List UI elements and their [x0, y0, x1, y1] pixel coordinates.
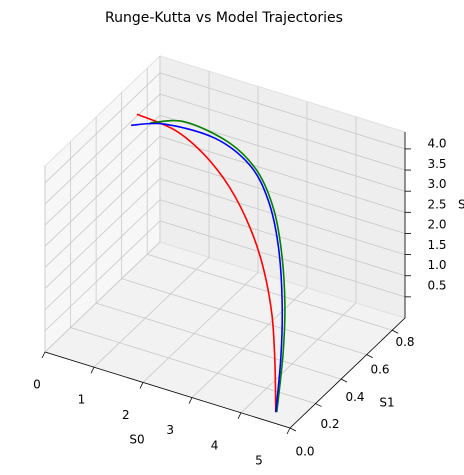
x-tick-mark [139, 382, 144, 389]
z-tick-label: 3.5 [427, 157, 446, 171]
trajectory-line [136, 113, 277, 413]
grid-line [44, 136, 161, 247]
x-tick-label: 4 [211, 438, 219, 452]
y-tick-label: 0.2 [320, 417, 339, 431]
y-tick-label: 0.4 [345, 390, 364, 404]
plot-area: 0 1 2 3 4 5 0.0 0.2 0.4 0.6 0.8 0.5 1.0 1.5 2.0 2.5 3.0 3… [33, 54, 447, 468]
z-tick-label: 1.0 [427, 258, 446, 272]
grid-line [44, 199, 161, 311]
grid-line [159, 72, 406, 150]
grid-line [44, 157, 161, 268]
y-axis-line [289, 317, 406, 429]
y-tick-label: 0.6 [370, 363, 389, 377]
y-tick-label: 0.8 [395, 335, 414, 349]
y-tick-mark [315, 403, 322, 407]
x-tick-mark [286, 427, 291, 435]
z-tick-label: 1.5 [427, 238, 446, 252]
z-tick-label: 2.5 [427, 197, 446, 211]
grid-line [95, 302, 342, 380]
y-tick-label: 0.0 [295, 445, 314, 459]
x-tick-mark [237, 412, 242, 419]
z-tick-label: 4.0 [427, 137, 446, 151]
y-tick-mark [392, 329, 399, 334]
x-axis-label: S0 [129, 433, 144, 447]
x-tick-label: 2 [122, 408, 130, 422]
z-tick-label: 3.0 [427, 177, 446, 191]
x-axis-line [44, 351, 291, 429]
grid-line [93, 256, 210, 368]
y-tick-mark [340, 378, 348, 383]
grid-line [159, 178, 406, 255]
grid-line [142, 272, 259, 383]
grid-line [121, 278, 367, 356]
grid-line [159, 93, 406, 171]
x-tick-label: 0 [33, 378, 41, 392]
grid-line [159, 135, 406, 213]
z-axis-label: S2 [458, 198, 464, 212]
y-tick-mark [366, 354, 373, 359]
x-tick-label: 1 [78, 393, 86, 407]
x-tick-label: 5 [255, 454, 263, 468]
grid-line [44, 72, 161, 184]
trajectory-line [149, 119, 286, 413]
x-tick-mark [41, 351, 46, 359]
chart-title: Runge-Kutta vs Model Trajectories [105, 10, 343, 26]
grid-line [44, 93, 161, 205]
grid-line [159, 199, 406, 277]
z-tick-label: 2.0 [427, 218, 446, 232]
grid-line [159, 157, 406, 234]
trajectory-line [131, 122, 284, 413]
x-tick-mark [188, 397, 193, 404]
y-axis-label: S1 [379, 396, 394, 410]
grid-line [240, 302, 357, 414]
grid-line [44, 178, 161, 289]
grid-line [44, 241, 161, 353]
x-tick-label: 3 [166, 423, 174, 437]
grid-line [44, 114, 161, 226]
grid-line [44, 220, 161, 332]
grid-line [191, 287, 308, 398]
y-tick-mark [289, 427, 297, 432]
x-tick-mark [90, 367, 95, 374]
grid-line [147, 253, 393, 331]
z-tick-label: 0.5 [427, 278, 446, 292]
